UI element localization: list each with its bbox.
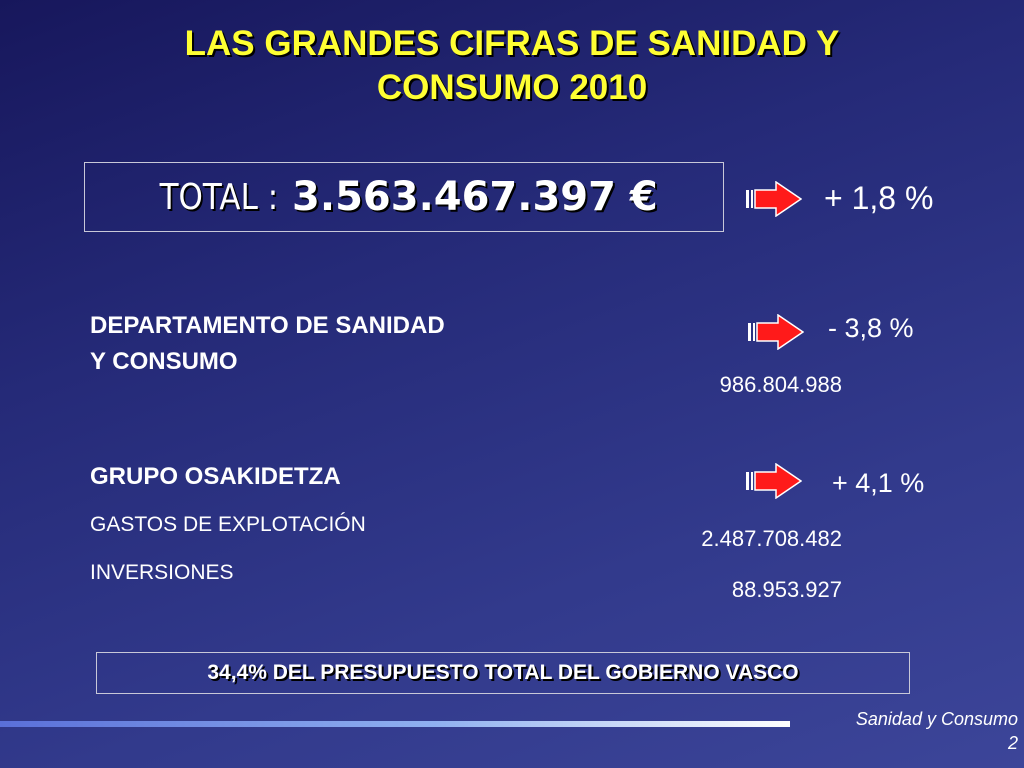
page-number: 2 (1007, 733, 1018, 753)
slide-title-line2: CONSUMO 2010 (376, 68, 648, 107)
total-change: + 1,8 % (824, 180, 934, 216)
departamento-heading-line2: Y CONSUMO (90, 348, 238, 375)
total-label: TOTAL : (159, 176, 279, 218)
right-arrow-icon (746, 181, 802, 217)
total-box: TOTAL : 3.563.467.397 € (84, 162, 724, 232)
departamento-amount: 986.804.988 (719, 372, 842, 397)
departamento-change: - 3,8 % (828, 313, 914, 343)
inversiones-amount: 88.953.927 (731, 577, 842, 602)
budget-share-note: 34,4% DEL PRESUPUESTO TOTAL DEL GOBIERNO… (96, 652, 910, 694)
osakidetza-change: + 4,1 % (832, 468, 925, 498)
slide-title-line1: LAS GRANDES CIFRAS DE SANIDAD Y (184, 24, 840, 63)
total-value: 3.563.467.397 € (292, 174, 658, 220)
right-arrow-icon (746, 463, 802, 499)
budget-share-text: 34,4% DEL PRESUPUESTO TOTAL DEL GOBIERNO… (207, 661, 799, 684)
departamento-heading: DEPARTAMENTO DE SANIDAD Y CONSUMO (90, 308, 445, 380)
footer-divider (0, 721, 790, 727)
slide-footer: Sanidad y Consumo 2 (856, 707, 1018, 755)
gastos-label: GASTOS DE EXPLOTACIÓN (90, 513, 366, 536)
right-arrow-icon (748, 314, 804, 350)
slide-title: LAS GRANDES CIFRAS DE SANIDAD Y CONSUMO … (60, 22, 964, 110)
footer-section: Sanidad y Consumo (855, 709, 1018, 729)
gastos-amount: 2.487.708.482 (701, 526, 842, 551)
inversiones-label: INVERSIONES (90, 561, 234, 584)
departamento-heading-line1: DEPARTAMENTO DE SANIDAD (90, 312, 445, 339)
osakidetza-heading: GRUPO OSAKIDETZA (90, 463, 341, 490)
